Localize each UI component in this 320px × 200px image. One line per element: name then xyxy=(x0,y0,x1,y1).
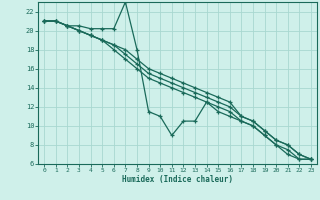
X-axis label: Humidex (Indice chaleur): Humidex (Indice chaleur) xyxy=(122,175,233,184)
